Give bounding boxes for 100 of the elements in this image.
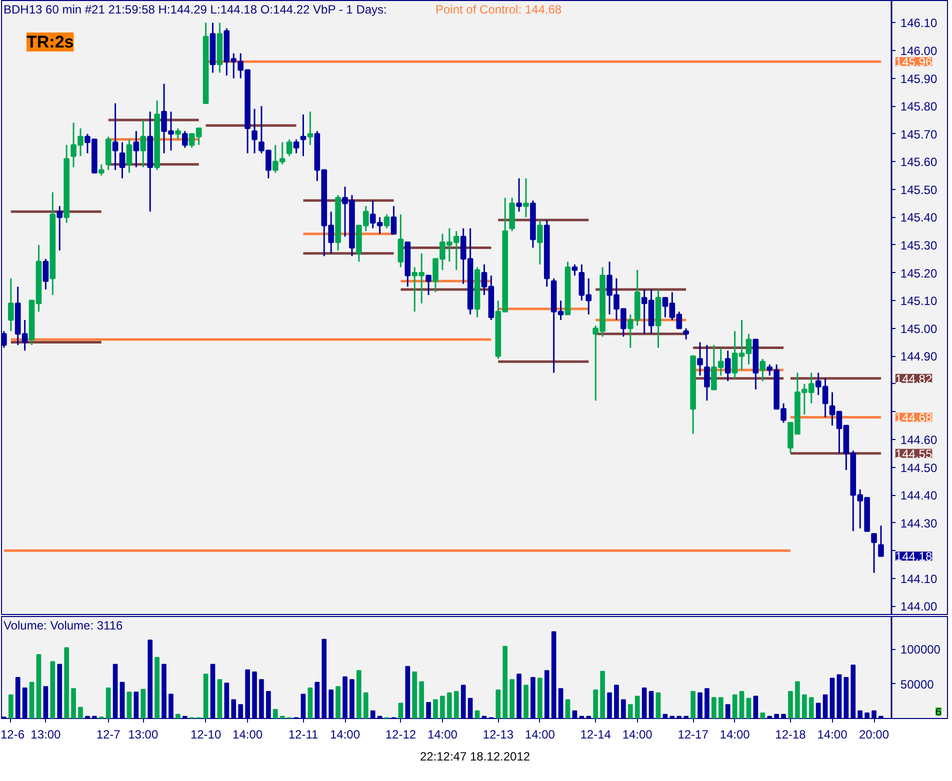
text: 144.55 [895, 446, 932, 461]
bar [781, 714, 786, 718]
bar [36, 654, 42, 718]
bar [684, 716, 688, 718]
x-tick-label: 12-12 [385, 728, 416, 742]
bar [670, 716, 675, 718]
candlestick [133, 130, 140, 168]
bar [656, 692, 661, 718]
bar [795, 681, 800, 718]
bar [600, 670, 605, 718]
candlestick [300, 114, 306, 157]
bar [830, 678, 835, 718]
bar [864, 712, 870, 718]
bar [71, 688, 76, 718]
candlestick [307, 110, 314, 146]
y-tick-label: 100000 [900, 642, 941, 657]
x-tick-label: 12-17 [678, 728, 709, 742]
candlestick [704, 344, 710, 402]
bar [739, 690, 744, 718]
candlestick [398, 214, 404, 268]
bar [259, 679, 264, 718]
bar [245, 669, 250, 718]
bar [336, 686, 340, 718]
bar [266, 690, 271, 718]
text: 145.96 [895, 55, 932, 70]
x-tick-label: 12-7 [96, 728, 121, 742]
y-tick-label: 144.90 [900, 350, 938, 364]
bar [516, 674, 522, 718]
candlestick [724, 350, 731, 382]
bar [530, 677, 536, 718]
bar [474, 710, 480, 718]
bar [252, 672, 257, 718]
bar [482, 716, 487, 718]
bar [92, 716, 97, 718]
bar [210, 664, 216, 718]
y-tick-label: 146.10 [900, 16, 938, 30]
candlestick [523, 178, 529, 218]
bar [822, 694, 828, 718]
candlestick [426, 274, 432, 296]
bar [496, 690, 501, 718]
candlestick [683, 328, 689, 340]
candlestick [175, 128, 181, 140]
bar [662, 714, 668, 718]
bar [134, 692, 139, 718]
bar [537, 678, 542, 718]
candlestick [878, 524, 884, 557]
x-tick-label: 14:00 [232, 728, 263, 742]
text: 144.82 [895, 372, 932, 386]
bar [426, 702, 431, 718]
y-tick-label: 145.00 [900, 322, 938, 336]
bar [433, 699, 438, 718]
text: 144.18 [895, 550, 932, 564]
bar [412, 672, 418, 718]
bar [802, 694, 807, 718]
y-tick-label: 145.60 [900, 155, 938, 170]
bar [22, 687, 28, 718]
x-tick-label: 13:00 [30, 728, 62, 742]
bar [15, 677, 20, 718]
bar [300, 694, 306, 718]
bar [642, 687, 647, 718]
x-tick-label: 12-10 [190, 728, 222, 742]
bar [238, 704, 244, 718]
candlestick [140, 119, 146, 168]
bar [272, 708, 278, 718]
y-tick-label: 145.70 [900, 127, 938, 142]
candlestick [871, 533, 877, 574]
bar [43, 686, 48, 718]
x-tick-label: 12-18 [775, 728, 806, 742]
bar [836, 674, 842, 718]
y-tick-label: 145.80 [900, 100, 938, 114]
annotation: TR:2s [26, 32, 74, 52]
bar [322, 638, 327, 718]
bar [850, 664, 856, 718]
bar [328, 690, 334, 718]
bar [203, 674, 208, 718]
chart-subtitle: Point of Control: 144.68 [436, 2, 562, 16]
x-axis-title: 22:12:47 18.12.2012 [420, 750, 530, 764]
y-tick-label: 145.20 [900, 266, 938, 280]
bar [558, 688, 564, 718]
candlestick [8, 278, 14, 332]
y-tick-label: 144.50 [900, 460, 938, 475]
bar [593, 690, 598, 718]
y-tick-label: 50000 [900, 677, 934, 692]
bar [767, 716, 772, 718]
text: 6 [935, 706, 942, 718]
x-tick-label: 14:00 [427, 728, 458, 742]
bar [572, 710, 578, 718]
bar [468, 698, 473, 718]
bar [565, 699, 570, 718]
bar [816, 702, 821, 718]
bar [182, 716, 188, 718]
x-tick-label: 12-13 [482, 728, 514, 742]
bar [614, 684, 619, 718]
y-tick-label: 144.00 [900, 600, 938, 614]
bar [342, 676, 348, 718]
bar [510, 679, 514, 718]
bar [725, 704, 730, 718]
bar [648, 690, 654, 718]
bar [698, 692, 702, 718]
bar [314, 682, 320, 718]
